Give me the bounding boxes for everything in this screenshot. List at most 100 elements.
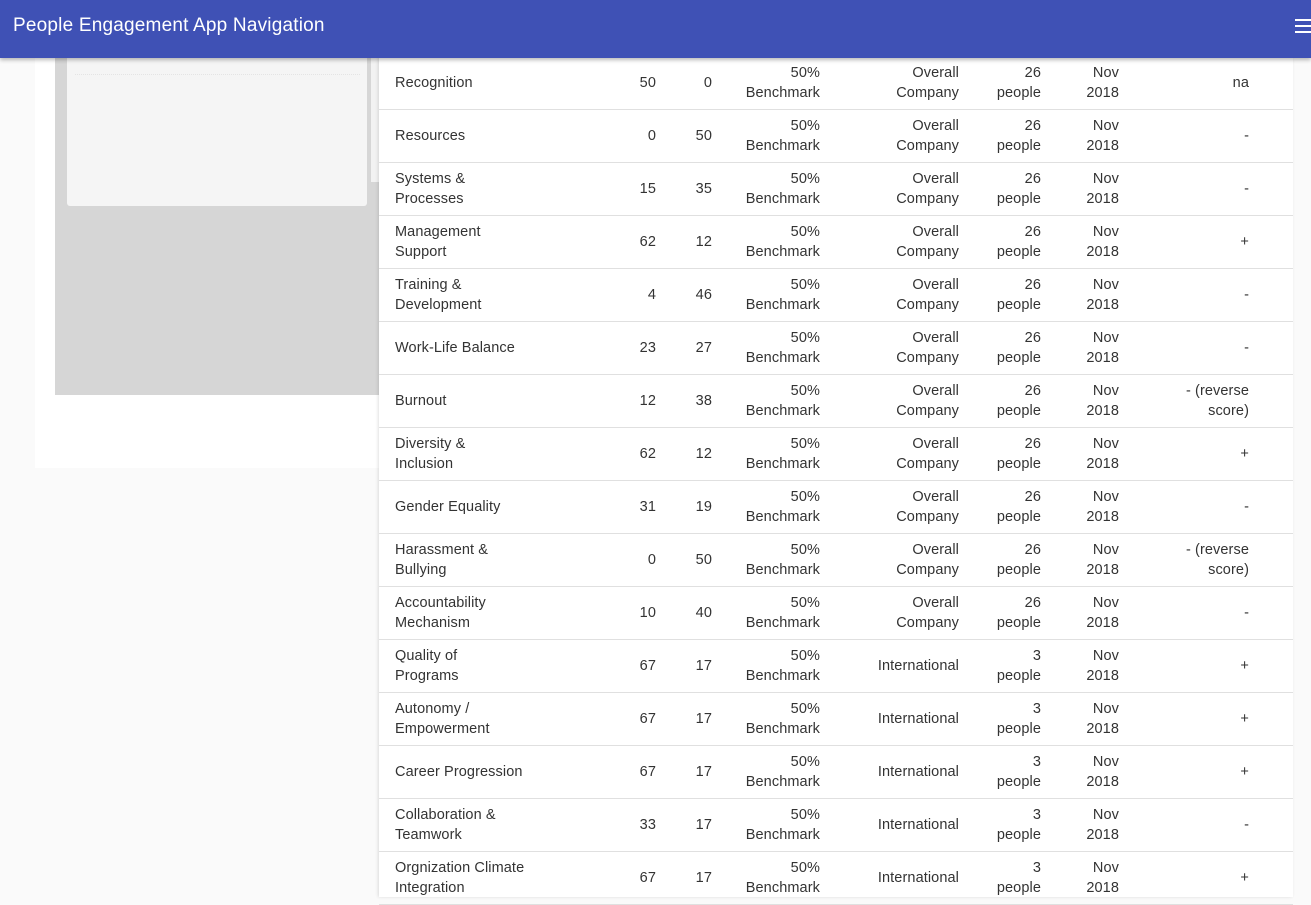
- negative-score: 50: [695, 128, 712, 144]
- respondent-count: 26 people: [996, 489, 1041, 525]
- group-label: Overall Company: [896, 224, 959, 260]
- category-name: Systems & Processes: [395, 171, 466, 207]
- negative-score: 27: [695, 340, 712, 356]
- group-label: Overall Company: [896, 436, 959, 472]
- trend-indicator: na: [1232, 75, 1249, 91]
- positive-score: 10: [639, 605, 656, 621]
- respondent-count: 26 people: [996, 436, 1041, 472]
- group-label: International: [877, 764, 959, 780]
- negative-score: 12: [695, 446, 712, 462]
- survey-date: Nov 2018: [1086, 436, 1119, 472]
- category-name: Training & Development: [395, 277, 482, 313]
- benchmark-label: 50% Benchmark: [745, 118, 820, 154]
- trend-indicator: +: [1240, 658, 1249, 674]
- app-bar: People Engagement App Navigation: [0, 0, 1311, 58]
- table-row[interactable]: Collaboration & Teamwork 33 17 50% Bench…: [379, 799, 1293, 852]
- benchmark-label: 50% Benchmark: [745, 330, 820, 366]
- group-label: International: [877, 711, 959, 727]
- positive-score: 62: [639, 446, 656, 462]
- negative-score: 46: [695, 287, 712, 303]
- table-row[interactable]: Management Support 62 12 50% Benchmark O…: [379, 216, 1293, 269]
- negative-score: 35: [695, 181, 712, 197]
- respondent-count: 26 people: [996, 171, 1041, 207]
- category-name: Diversity & Inclusion: [395, 436, 466, 472]
- positive-score: 50: [639, 75, 656, 91]
- positive-score: 62: [639, 234, 656, 250]
- category-name: Gender Equality: [395, 499, 501, 515]
- survey-date: Nov 2018: [1086, 277, 1119, 313]
- benchmark-label: 50% Benchmark: [745, 171, 820, 207]
- respondent-count: 3 people: [996, 754, 1041, 790]
- table-body: Recognition 50 0 50% Benchmark Overall C…: [379, 57, 1293, 905]
- table-row[interactable]: Diversity & Inclusion 62 12 50% Benchmar…: [379, 428, 1293, 481]
- positive-score: 31: [639, 499, 656, 515]
- trend-indicator: -: [1244, 181, 1249, 197]
- table-row[interactable]: Career Progression 67 17 50% Benchmark I…: [379, 746, 1293, 799]
- positive-score: 67: [639, 764, 656, 780]
- category-name: Work-Life Balance: [395, 340, 515, 356]
- table-row[interactable]: Resources 0 50 50% Benchmark Overall Com…: [379, 110, 1293, 163]
- table-row[interactable]: Recognition 50 0 50% Benchmark Overall C…: [379, 57, 1293, 110]
- respondent-count: 26 people: [996, 383, 1041, 419]
- negative-score: 0: [703, 75, 712, 91]
- benchmark-label: 50% Benchmark: [745, 277, 820, 313]
- table-row[interactable]: Gender Equality 31 19 50% Benchmark Over…: [379, 481, 1293, 534]
- survey-date: Nov 2018: [1086, 860, 1119, 896]
- trend-indicator: +: [1240, 234, 1249, 250]
- survey-date: Nov 2018: [1086, 701, 1119, 737]
- group-label: International: [877, 870, 959, 886]
- table-row[interactable]: Harassment & Bullying 0 50 50% Benchmark…: [379, 534, 1293, 587]
- positive-score: 67: [639, 658, 656, 674]
- category-name: Management Support: [395, 224, 481, 260]
- positive-score: 23: [639, 340, 656, 356]
- table-row[interactable]: Work-Life Balance 23 27 50% Benchmark Ov…: [379, 322, 1293, 375]
- group-label: Overall Company: [896, 277, 959, 313]
- table-row[interactable]: Accountability Mechanism 10 40 50% Bench…: [379, 587, 1293, 640]
- negative-score: 19: [695, 499, 712, 515]
- table-row[interactable]: Training & Development 4 46 50% Benchmar…: [379, 269, 1293, 322]
- group-label: Overall Company: [896, 383, 959, 419]
- trend-indicator: -: [1244, 340, 1249, 356]
- respondent-count: 26 people: [996, 118, 1041, 154]
- category-name: Career Progression: [395, 764, 523, 780]
- survey-date: Nov 2018: [1086, 224, 1119, 260]
- respondent-count: 26 people: [996, 65, 1041, 101]
- respondent-count: 26 people: [996, 277, 1041, 313]
- table-row[interactable]: Orgnization Climate Integration 67 17 50…: [379, 852, 1293, 905]
- negative-score: 17: [695, 658, 712, 674]
- survey-date: Nov 2018: [1086, 489, 1119, 525]
- category-name: Orgnization Climate Integration: [395, 860, 525, 896]
- benchmark-label: 50% Benchmark: [745, 65, 820, 101]
- hamburger-menu-icon[interactable]: [1295, 19, 1311, 35]
- background-strip: [371, 58, 381, 182]
- trend-indicator: -: [1244, 128, 1249, 144]
- category-name: Harassment & Bullying: [395, 542, 489, 578]
- background-card: [67, 58, 367, 206]
- table-row[interactable]: Quality of Programs 67 17 50% Benchmark …: [379, 640, 1293, 693]
- respondent-count: 26 people: [996, 595, 1041, 631]
- benchmark-label: 50% Benchmark: [745, 648, 820, 684]
- positive-score: 67: [639, 870, 656, 886]
- survey-date: Nov 2018: [1086, 171, 1119, 207]
- trend-indicator: +: [1240, 870, 1249, 886]
- app-title: People Engagement App Navigation: [13, 15, 325, 36]
- category-name: Quality of Programs: [395, 648, 459, 684]
- negative-score: 17: [695, 764, 712, 780]
- benchmark-label: 50% Benchmark: [745, 489, 820, 525]
- group-label: Overall Company: [896, 171, 959, 207]
- group-label: Overall Company: [896, 65, 959, 101]
- benchmark-label: 50% Benchmark: [745, 807, 820, 843]
- table-row[interactable]: Autonomy / Empowerment 67 17 50% Benchma…: [379, 693, 1293, 746]
- negative-score: 40: [695, 605, 712, 621]
- benchmark-label: 50% Benchmark: [745, 701, 820, 737]
- table-row[interactable]: Burnout 12 38 50% Benchmark Overall Comp…: [379, 375, 1293, 428]
- trend-indicator: - (reverse score): [1185, 542, 1249, 578]
- benchmark-label: 50% Benchmark: [745, 436, 820, 472]
- benchmark-label: 50% Benchmark: [745, 595, 820, 631]
- table-row[interactable]: Systems & Processes 15 35 50% Benchmark …: [379, 163, 1293, 216]
- benchmark-label: 50% Benchmark: [745, 542, 820, 578]
- respondent-count: 3 people: [996, 648, 1041, 684]
- trend-indicator: -: [1244, 499, 1249, 515]
- negative-score: 50: [695, 552, 712, 568]
- category-name: Autonomy / Empowerment: [395, 701, 490, 737]
